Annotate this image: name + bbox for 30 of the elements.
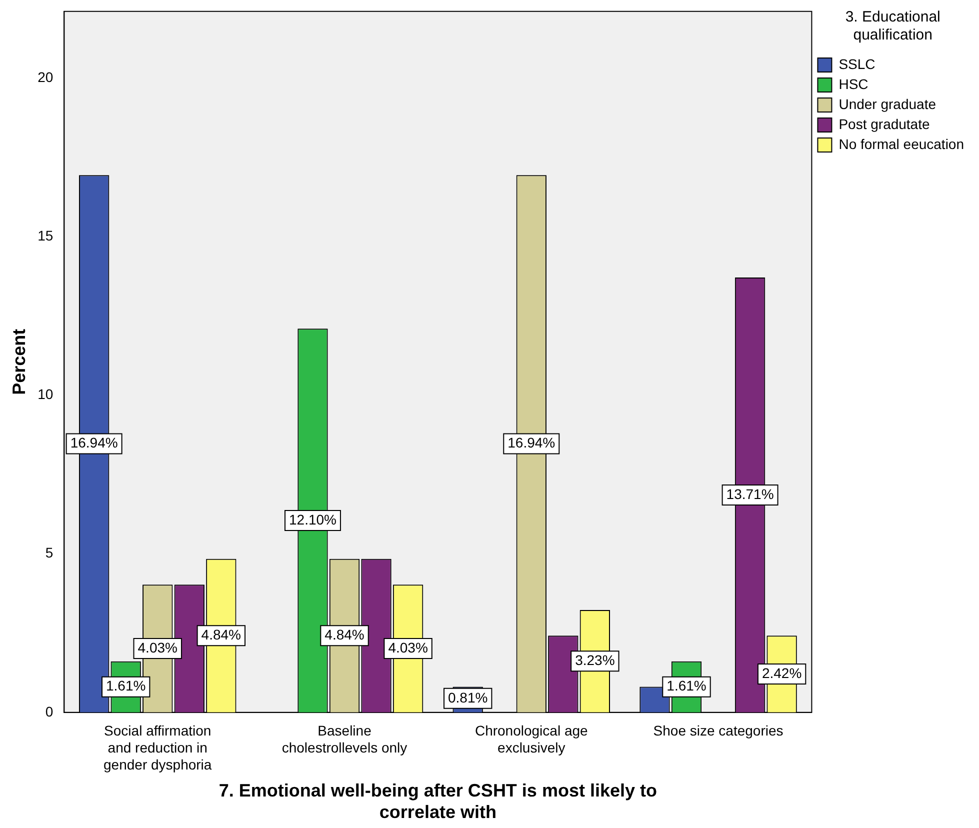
legend-label: Post gradutate bbox=[838, 116, 930, 132]
data-label: 3.23% bbox=[575, 652, 615, 668]
y-tick-label: 20 bbox=[38, 68, 54, 85]
data-label: 16.94% bbox=[70, 434, 118, 451]
data-label: 13.71% bbox=[726, 486, 774, 502]
y-tick-label: 5 bbox=[45, 544, 54, 561]
x-tick-label: Shoe size categories bbox=[653, 722, 784, 739]
y-tick-label: 10 bbox=[38, 386, 54, 402]
x-axis-title: 7. Emotional well-being after CSHT is most likely to correlate with bbox=[218, 780, 657, 822]
x-tick-label: Baseline cholestrollevels only bbox=[282, 722, 408, 756]
data-label: 4.03% bbox=[388, 639, 428, 656]
data-label: 4.03% bbox=[138, 639, 178, 656]
data-label: 16.94% bbox=[508, 434, 556, 451]
legend-label: No formal eeucation bbox=[838, 136, 964, 152]
data-label: 4.84% bbox=[324, 626, 364, 642]
legend-label: HSC bbox=[838, 76, 868, 92]
legend-label: SSLC bbox=[838, 56, 876, 72]
data-label: 1.61% bbox=[106, 678, 146, 694]
data-label: 4.84% bbox=[201, 626, 242, 642]
data-label: 12.10% bbox=[288, 511, 336, 528]
y-tick-label: 0 bbox=[45, 703, 54, 720]
legend-label: Under graduate bbox=[838, 96, 936, 112]
y-axis-title: Percent bbox=[8, 328, 29, 395]
data-label: 1.61% bbox=[666, 678, 706, 694]
x-tick-label: Social affirmation and reduction in gender dysphoria bbox=[104, 722, 212, 772]
x-tick-label: Chronological age exclusively bbox=[474, 722, 588, 756]
legend-title: 3. Educational qualification bbox=[845, 8, 940, 44]
data-label: 0.81% bbox=[448, 689, 488, 706]
y-tick-label: 15 bbox=[38, 227, 54, 244]
data-label: 2.42% bbox=[762, 664, 802, 681]
